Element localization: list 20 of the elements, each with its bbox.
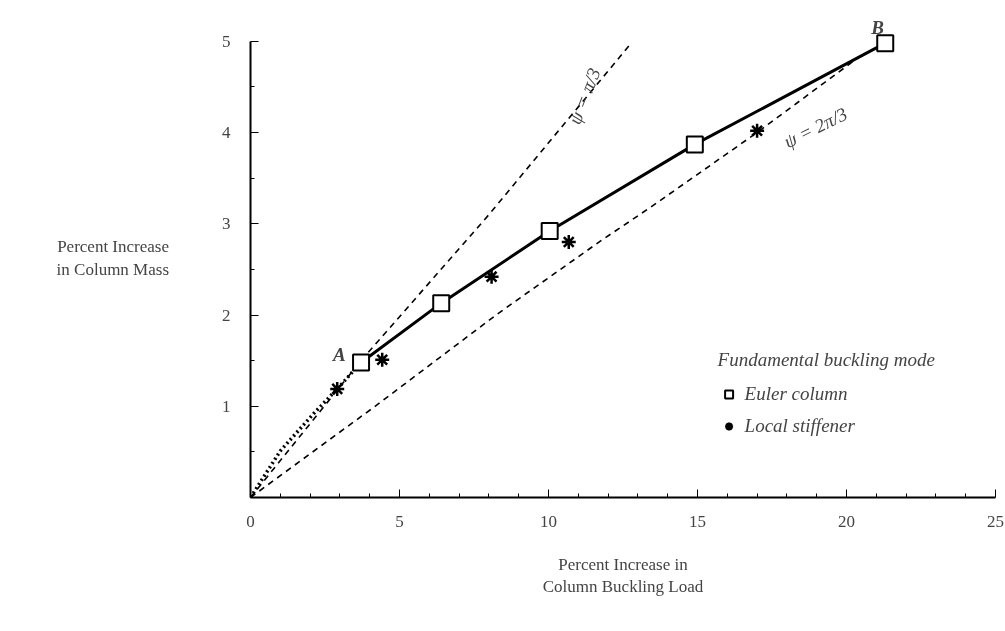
annotation: ψ = 2π/3 bbox=[780, 103, 851, 152]
x-tick-label: 5 bbox=[395, 511, 404, 531]
x-tick-label: 10 bbox=[540, 511, 557, 531]
y-tick-label: 3 bbox=[222, 214, 231, 234]
annotation: B bbox=[870, 16, 884, 38]
y-tick-label: 1 bbox=[222, 396, 231, 416]
x-tick-label: 15 bbox=[689, 511, 706, 531]
annotation: ψ = π/3 bbox=[563, 65, 605, 128]
y-tick-label: 5 bbox=[222, 31, 231, 51]
legend-title: Fundamental buckling mode bbox=[717, 349, 935, 371]
annotation: A bbox=[332, 343, 346, 365]
x-tick-label: 20 bbox=[838, 511, 855, 531]
y-axis-title: Percent Increase in Column Mass bbox=[56, 237, 170, 279]
legend-label: Local stiffener bbox=[744, 415, 855, 437]
x-axis-title: Percent Increase in Column Buckling Load bbox=[542, 554, 704, 597]
x-tick-label: 25 bbox=[987, 511, 1004, 531]
y-tick-label: 4 bbox=[222, 123, 231, 143]
x-tick-label: 0 bbox=[246, 511, 255, 531]
y-tick-label: 2 bbox=[222, 305, 231, 325]
legend-label: Euler column bbox=[744, 383, 848, 405]
